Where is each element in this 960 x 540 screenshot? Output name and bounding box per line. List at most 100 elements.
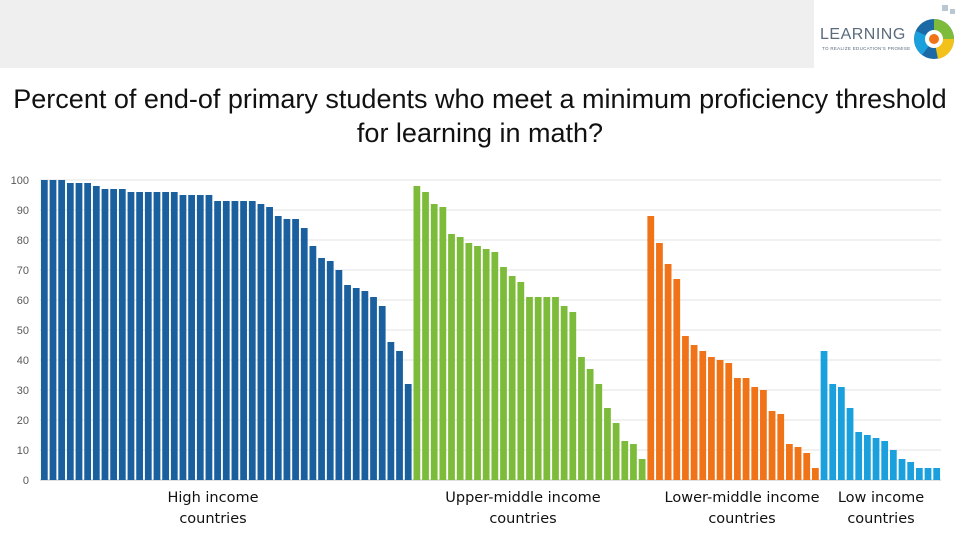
bar: [439, 207, 447, 480]
bar: [863, 435, 871, 480]
bar: [855, 432, 863, 480]
bar: [664, 264, 672, 480]
group-label-line: High income: [167, 490, 259, 506]
bar: [75, 183, 83, 480]
y-tick-label: 50: [17, 325, 29, 337]
bar: [188, 195, 195, 480]
bar: [110, 189, 118, 480]
group-label-line: countries: [489, 511, 557, 527]
bar: [205, 195, 213, 480]
bar: [404, 384, 412, 480]
bar: [482, 249, 490, 480]
group-label-line: countries: [847, 511, 915, 527]
bar: [907, 462, 915, 480]
bar: [760, 390, 767, 480]
bar: [58, 180, 66, 480]
bar: [647, 216, 655, 480]
bar: [708, 357, 715, 480]
bar: [777, 414, 785, 480]
y-tick-label: 10: [17, 445, 29, 457]
group-label-upper-middle-income: Upper-middle income countries: [428, 488, 618, 530]
group-label-lower-middle-income: Lower-middle income countries: [652, 488, 832, 530]
bar: [630, 444, 637, 480]
bar: [49, 180, 57, 480]
bar: [786, 444, 793, 480]
bar: [734, 378, 741, 480]
bar: [794, 447, 802, 480]
y-axis-ticks: 0 10 20 30 40 50 60 70 80 90 100: [11, 175, 29, 487]
bar: [66, 183, 74, 480]
header-band: [0, 0, 960, 68]
bar: [578, 357, 585, 480]
y-tick-label: 0: [23, 475, 29, 487]
bar: [638, 459, 646, 480]
bar: [569, 312, 577, 480]
y-tick-label: 90: [17, 205, 29, 217]
bar: [491, 252, 499, 480]
logo-tagline: TO REALIZE EDUCATION'S PROMISE: [822, 46, 911, 51]
bar-chart: 0 10 20 30 40 50 60 70 80 90 100: [11, 175, 941, 487]
bar: [266, 207, 273, 480]
bar: [387, 342, 395, 480]
bar: [352, 288, 360, 480]
bar: [144, 192, 152, 480]
bar: [742, 378, 750, 480]
bar: [465, 243, 473, 480]
bar: [604, 408, 611, 480]
bar: [136, 192, 144, 480]
bar: [889, 450, 897, 480]
group-label-line: countries: [179, 511, 247, 527]
bar: [448, 234, 455, 480]
bar: [92, 186, 100, 480]
bar: [768, 411, 776, 480]
bar: [430, 204, 438, 480]
bar: [552, 297, 559, 480]
bar: [378, 306, 386, 480]
bar: [898, 459, 906, 480]
bar: [309, 246, 317, 480]
group-label-high-income: High income countries: [118, 488, 308, 530]
chart-title: Percent of end-of primary students who m…: [13, 84, 947, 148]
bar: [725, 363, 733, 480]
bar: [196, 195, 204, 480]
y-tick-label: 70: [17, 265, 29, 277]
bar: [370, 297, 377, 480]
bar: [318, 258, 325, 480]
bar: [344, 285, 351, 480]
bar: [214, 201, 221, 480]
bar: [846, 408, 854, 480]
bar: [508, 276, 516, 480]
bar: [257, 204, 265, 480]
logo-emblem-icon: [914, 5, 955, 59]
group-label-line: countries: [708, 511, 776, 527]
bar: [127, 192, 135, 480]
bar: [361, 291, 369, 480]
bar: [170, 192, 178, 480]
bar: [751, 387, 759, 480]
bar: [586, 369, 594, 480]
y-tick-label: 60: [17, 295, 29, 307]
group-label-line: Upper-middle income: [445, 490, 601, 506]
bar: [673, 279, 681, 480]
bar: [474, 246, 481, 480]
group-label-line: Low income: [837, 490, 925, 506]
bar: [84, 183, 92, 480]
logo-wordmark: LEARNING: [820, 26, 906, 43]
bar: [872, 438, 880, 480]
y-tick-label: 100: [11, 175, 29, 187]
bar: [292, 219, 299, 480]
bar: [933, 468, 941, 480]
bar: [153, 192, 161, 480]
bar: [396, 351, 403, 480]
bar: [924, 468, 932, 480]
bar: [803, 453, 811, 480]
group-label-line: Lower-middle income: [664, 490, 820, 506]
learning-logo: LEARNING TO REALIZE EDUCATION'S PROMISE: [814, 0, 960, 68]
bars: [40, 180, 941, 480]
group-label-low-income: Low income countries: [826, 488, 936, 530]
bar: [413, 186, 421, 480]
bar: [812, 468, 819, 480]
bar: [300, 228, 308, 480]
bar: [534, 297, 542, 480]
y-tick-label: 80: [17, 235, 29, 247]
